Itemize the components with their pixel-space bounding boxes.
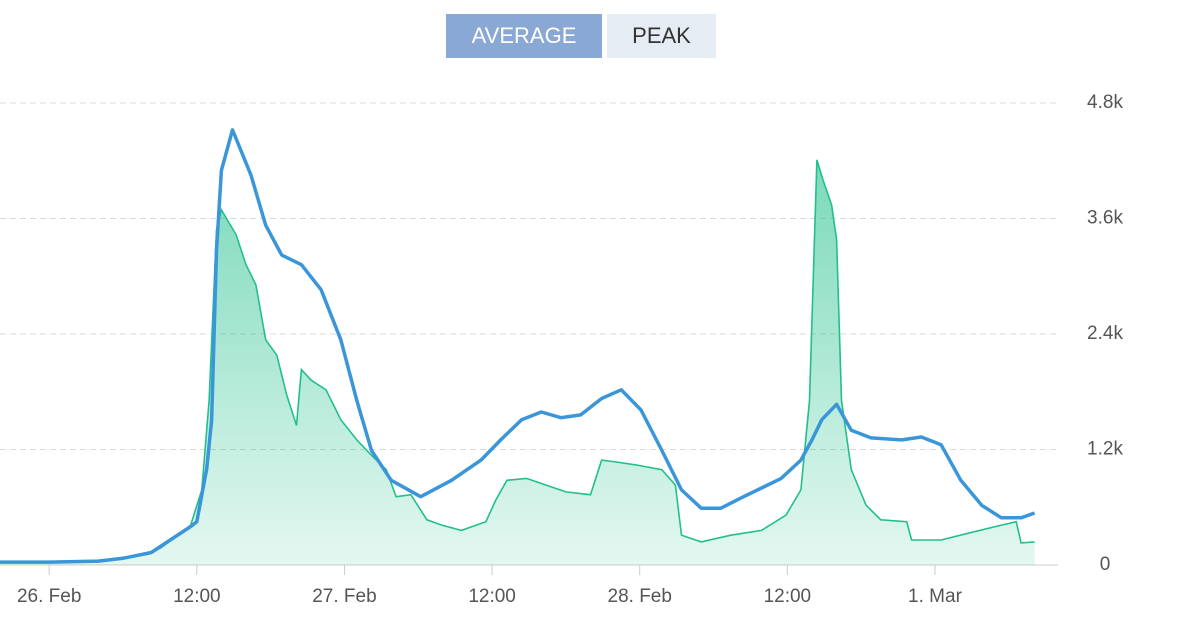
x-tick-label: 1. Mar <box>908 586 963 607</box>
area-fill <box>0 159 1035 566</box>
average-button[interactable]: AVERAGE <box>446 14 602 58</box>
y-tick-label: 4.8k <box>1087 92 1123 113</box>
y-tick-label: 3.6k <box>1087 208 1123 229</box>
x-tick-label: 12:00 <box>173 586 221 607</box>
x-tick-label: 26. Feb <box>17 586 81 607</box>
area-line <box>0 159 1035 563</box>
x-tick-label: 12:00 <box>764 586 812 607</box>
line <box>0 128 1036 564</box>
peak-button[interactable]: PEAK <box>607 14 716 58</box>
x-tick-label: 12:00 <box>468 586 516 607</box>
y-tick-label: 0 <box>1100 554 1111 575</box>
x-tick-label: 28. Feb <box>608 586 672 607</box>
y-tick-label: 2.4k <box>1087 323 1123 344</box>
y-tick-label: 1.2k <box>1087 439 1123 460</box>
x-tick-label: 27. Feb <box>312 586 376 607</box>
